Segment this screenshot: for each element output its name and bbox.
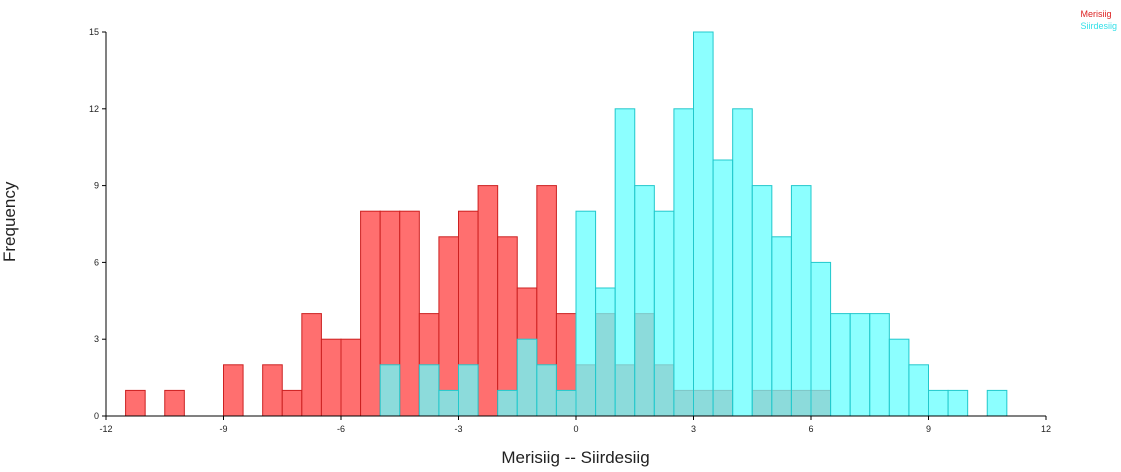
y-tick-label-4: 12: [89, 104, 99, 114]
bar-siirdesiig-17: [751, 185, 773, 417]
bar-siirdesiig-15: [712, 159, 734, 417]
bar-siirdesiig-11: [634, 185, 655, 417]
bar-merisiig-7: [340, 338, 362, 417]
legend-entry-merisiig: Merisiig: [1080, 9, 1112, 19]
x-tick-label-4: 0: [573, 424, 578, 434]
bar-siirdesiig-9: [595, 287, 616, 417]
bar-merisiig-12: [438, 236, 459, 417]
bar-siirdesiig-10: [614, 108, 636, 417]
y-tick-label-0: 0: [94, 411, 99, 421]
bar-siirdesiig-8: [575, 210, 597, 417]
bar-merisiig-3: [262, 364, 283, 417]
bar-siirdesiig-16: [732, 108, 753, 417]
bar-merisiig-4: [281, 389, 303, 417]
bar-siirdesiig-18: [771, 236, 792, 417]
bar-siirdesiig-28: [986, 389, 1008, 417]
legend-entry-siirdesiig: Siirdesiig: [1080, 21, 1117, 31]
bar-siirdesiig-20: [810, 261, 832, 417]
bar-siirdesiig-13: [673, 108, 695, 417]
bar-siirdesiig-6: [536, 364, 557, 417]
x-tick-label-6: 6: [808, 424, 813, 434]
bar-merisiig-5: [301, 313, 322, 417]
bar-siirdesiig-21: [830, 313, 851, 417]
bar-siirdesiig-26: [928, 389, 949, 417]
bar-siirdesiig-24: [888, 338, 910, 417]
axes: -12 -9 -6 -3 0 3 6 9 12 0 3 6 9 12 15: [89, 27, 1051, 434]
bar-siirdesiig-25: [908, 364, 930, 417]
y-axis-ticks: 0 3 6 9 12 15: [89, 27, 106, 421]
bar-siirdesiig-3: [458, 364, 479, 417]
bar-merisiig-15: [497, 236, 518, 417]
x-tick-label-8: 12: [1041, 424, 1051, 434]
bar-siirdesiig-4: [497, 389, 518, 417]
legend: Merisiig Siirdesiig: [1080, 8, 1117, 32]
y-tick-label-2: 6: [94, 257, 99, 267]
x-tick-label-1: -9: [219, 424, 227, 434]
x-tick-label-3: -3: [454, 424, 462, 434]
bar-merisiig-10: [399, 210, 420, 417]
y-tick-label-5: 15: [89, 27, 99, 37]
bar-siirdesiig-2: [438, 389, 459, 417]
bar-siirdesiig-22: [849, 313, 871, 417]
bar-siirdesiig-27: [947, 389, 969, 417]
bar-merisiig-0: [125, 389, 146, 417]
bar-siirdesiig-23: [869, 313, 890, 417]
y-axis-label: Frequency: [0, 181, 19, 262]
bar-siirdesiig-14: [693, 31, 714, 417]
x-axis-label: Merisiig -- Siirdesiig: [501, 448, 650, 467]
bar-siirdesiig-19: [790, 185, 812, 417]
bar-siirdesiig-0: [379, 364, 401, 417]
x-tick-label-7: 9: [926, 424, 931, 434]
bar-merisiig-2: [223, 364, 244, 417]
y-tick-label-1: 3: [94, 334, 99, 344]
bar-merisiig-1: [164, 389, 185, 417]
bar-siirdesiig-1: [418, 364, 440, 417]
x-tick-label-5: 3: [691, 424, 696, 434]
x-tick-label-2: -6: [337, 424, 345, 434]
bar-siirdesiig-7: [555, 389, 577, 417]
y-tick-label-3: 9: [94, 181, 99, 191]
bar-merisiig-8: [360, 210, 381, 417]
bar-siirdesiig-5: [516, 338, 538, 417]
x-tick-label-0: -12: [99, 424, 112, 434]
bar-siirdesiig-12: [653, 210, 675, 417]
x-axis-ticks: -12 -9 -6 -3 0 3 6 9 12: [99, 416, 1051, 434]
bar-merisiig-14: [477, 185, 499, 417]
bar-merisiig-6: [320, 338, 342, 417]
